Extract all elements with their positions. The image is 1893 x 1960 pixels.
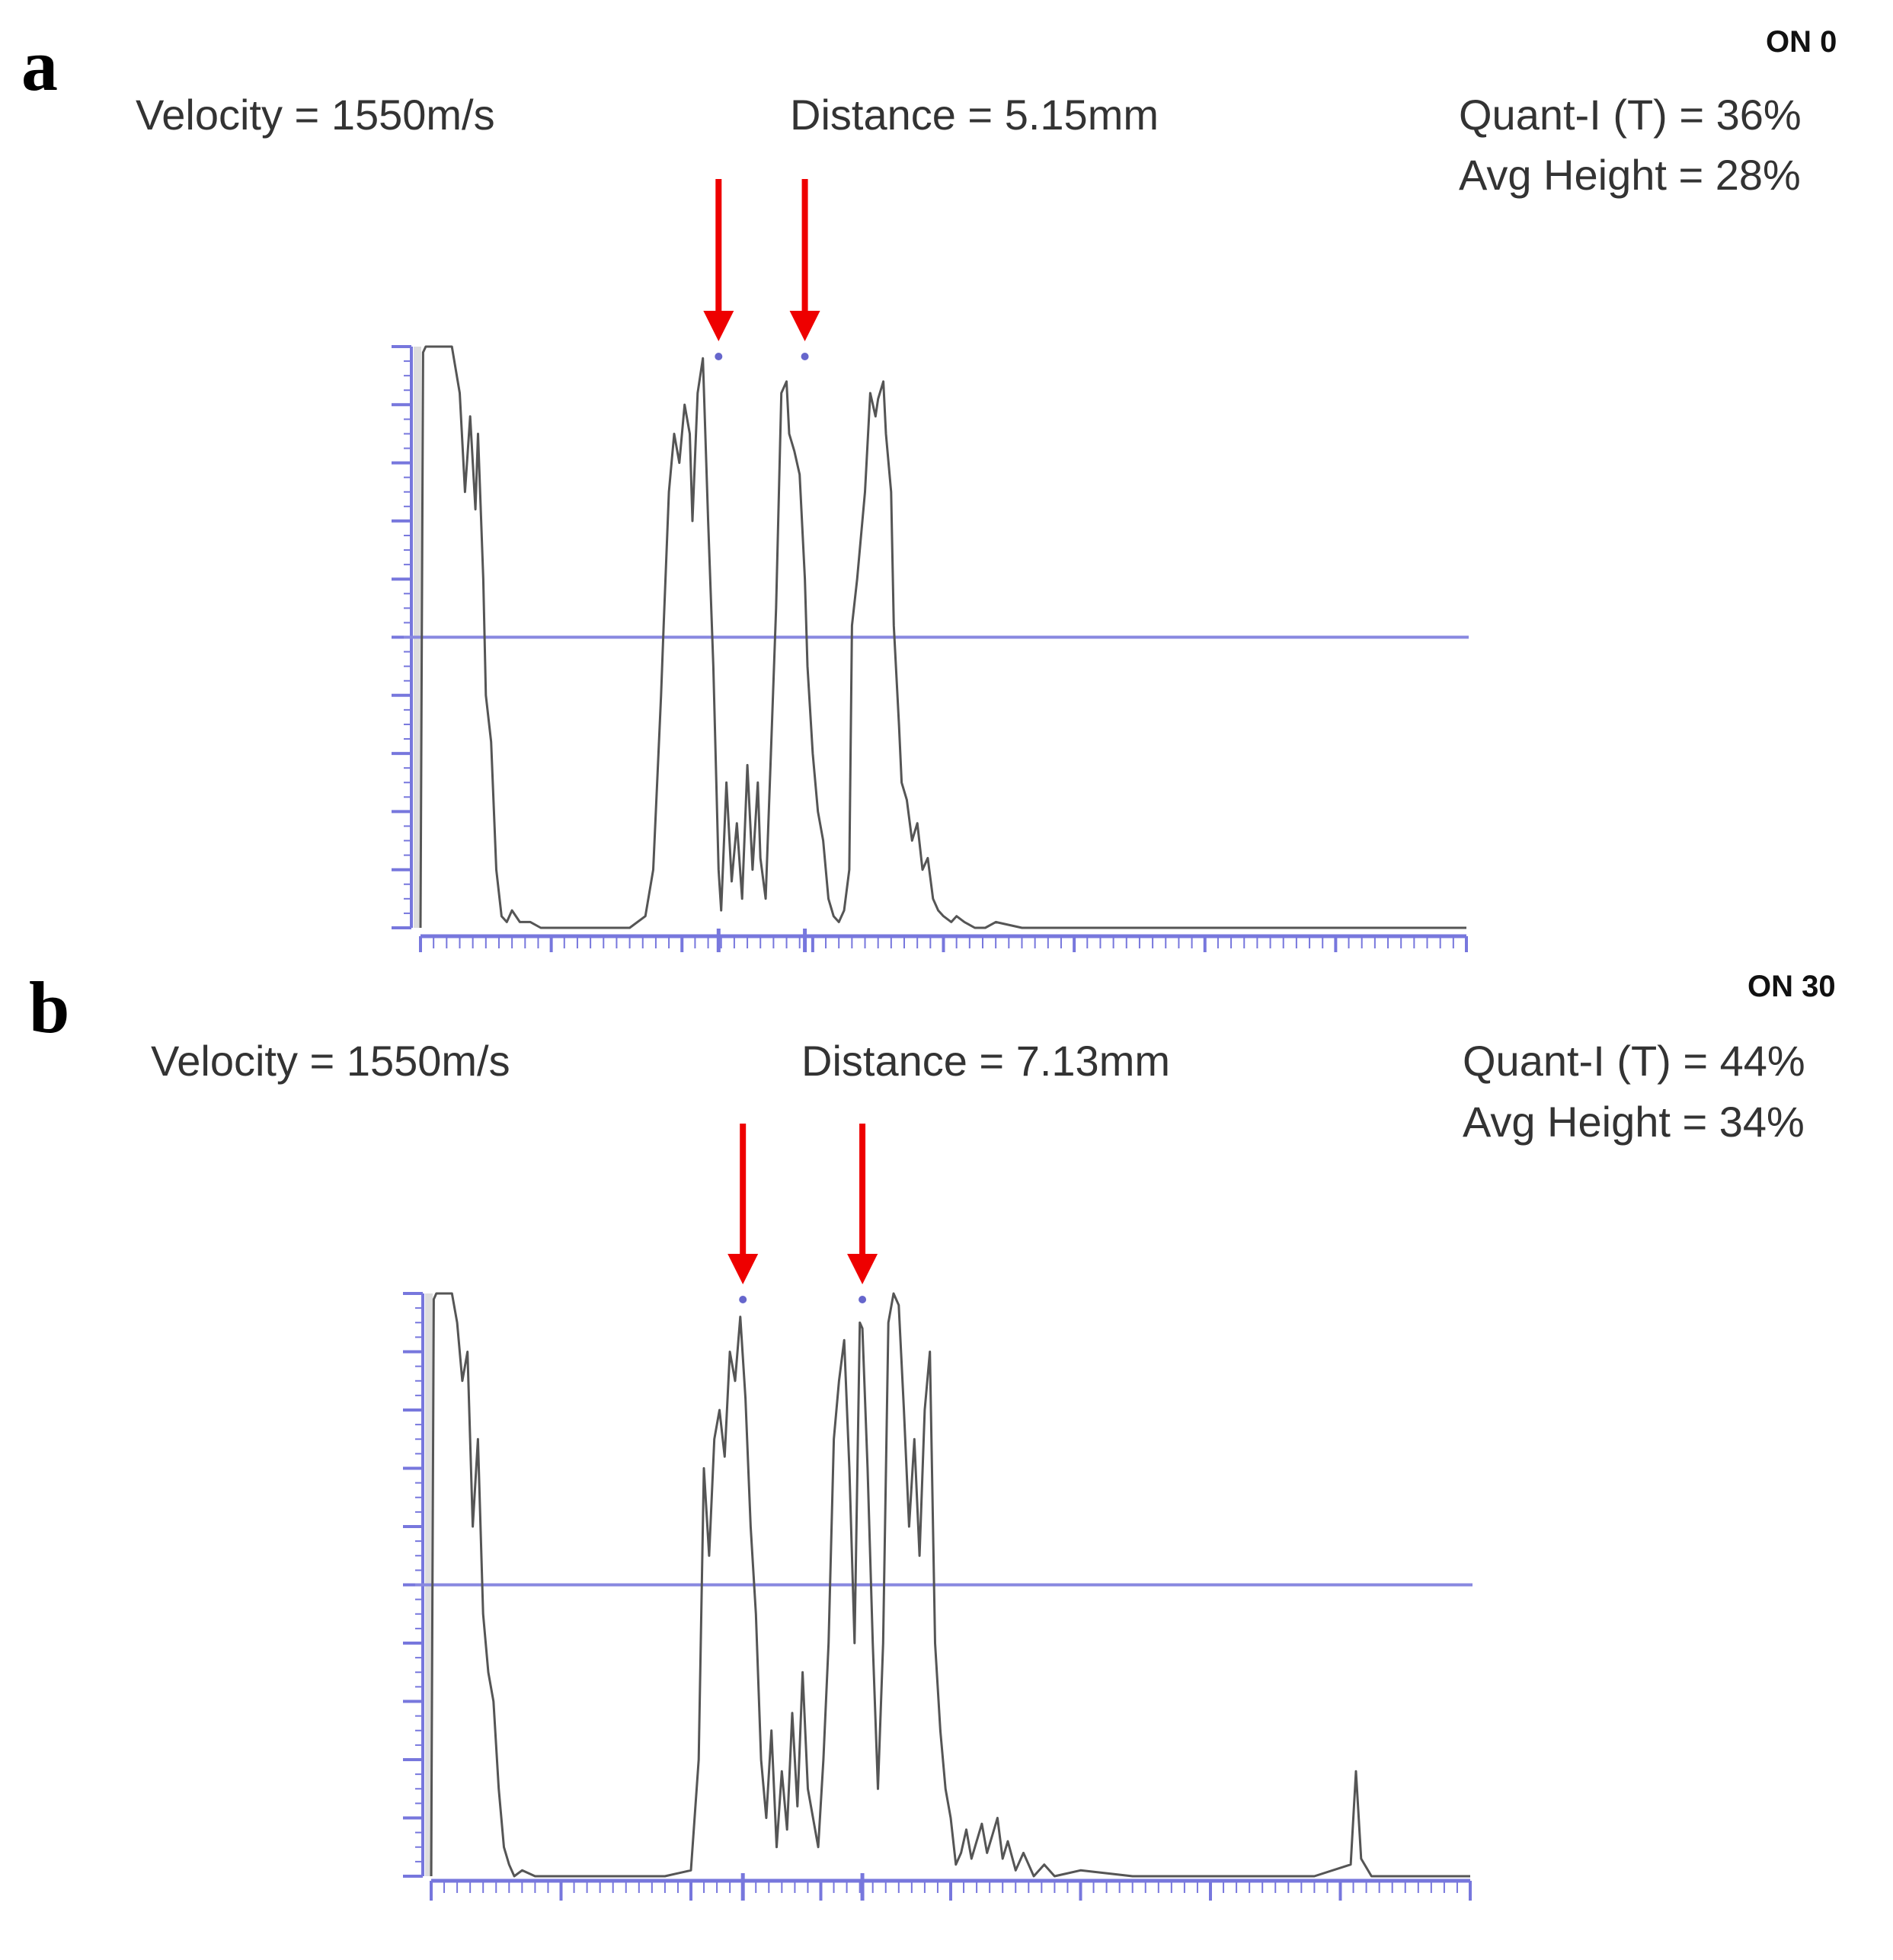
peak-dot [739, 1296, 747, 1303]
on-tag: ON 0 [1766, 25, 1837, 59]
quant-readout: Quant-I (T) = 44% [1463, 1037, 1805, 1085]
peak-dot [715, 353, 723, 360]
distance-readout: Distance = 5.15mm [790, 91, 1159, 139]
velocity-readout: Velocity = 1550m/s [151, 1037, 510, 1085]
arrow-head [703, 311, 734, 341]
panel-b: b ON 30 Velocity = 1550m/s Distance = 7.… [0, 948, 1893, 1901]
peak-dot [801, 353, 809, 360]
avg-height-readout: Avg Height = 34% [1463, 1098, 1805, 1146]
avg-height-readout: Avg Height = 28% [1459, 151, 1801, 199]
signal-trace [430, 1292, 1470, 1878]
signal-trace [419, 345, 1466, 929]
panel-a: a ON 0 Velocity = 1550m/s Distance = 5.1… [0, 0, 1893, 952]
panel-label: a [21, 24, 58, 106]
arrow-head [847, 1254, 878, 1284]
quant-readout: Quant-I (T) = 36% [1459, 91, 1802, 139]
a-scan-plot [403, 1124, 1473, 1901]
arrow-head [789, 311, 820, 341]
panel-label: b [29, 967, 70, 1048]
velocity-readout: Velocity = 1550m/s [136, 91, 495, 139]
arrow-head [727, 1254, 759, 1284]
on-tag: ON 30 [1748, 970, 1836, 1003]
peak-dot [859, 1296, 867, 1303]
distance-readout: Distance = 7.13mm [801, 1037, 1170, 1085]
a-scan-plot [392, 179, 1469, 952]
